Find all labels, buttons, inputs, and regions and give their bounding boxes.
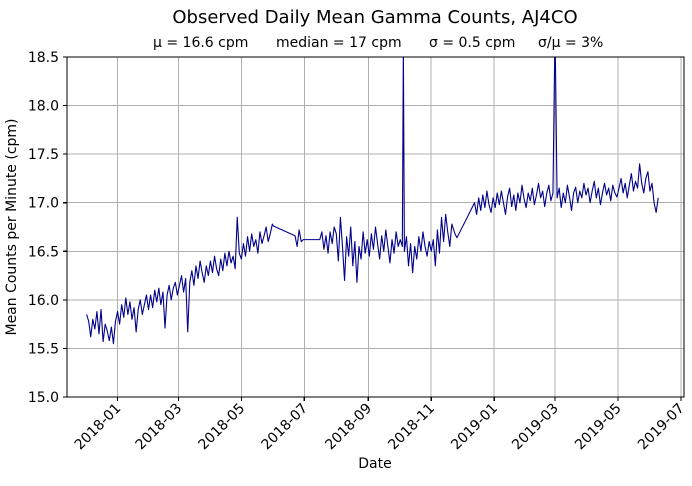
y-tick-label: 15.0	[28, 390, 59, 406]
x-tick-label: 2018-09	[322, 401, 375, 454]
stat-sigma: σ = 0.5 cpm	[429, 35, 515, 51]
x-tick-label: 2019-07	[635, 401, 688, 454]
y-tick-label: 16.5	[28, 244, 59, 260]
stat-sigma-over-mu: σ/μ = 3%	[538, 35, 603, 51]
x-tick-label: 2019-05	[572, 401, 625, 454]
y-tick-label: 18.5	[28, 50, 59, 66]
data-line	[86, 57, 659, 345]
stat-median: median = 17 cpm	[276, 35, 402, 51]
x-tick-label: 2019-01	[448, 401, 501, 454]
x-tick-label: 2018-05	[196, 401, 249, 454]
x-axis-label: Date	[358, 456, 391, 472]
x-tick-label: 2018-07	[258, 401, 311, 454]
stat-mu: μ = 16.6 cpm	[153, 35, 248, 51]
y-tick-label: 18.0	[28, 99, 59, 115]
x-tick-label: 2019-03	[509, 401, 562, 454]
x-tick-label: 2018-03	[133, 401, 186, 454]
x-tick-label: 2018-01	[72, 401, 125, 454]
y-tick-label: 16.0	[28, 293, 59, 309]
chart-title: Observed Daily Mean Gamma Counts, AJ4CO	[172, 7, 577, 28]
y-tick-label: 17.0	[28, 196, 59, 212]
stats-line: μ = 16.6 cpm median = 17 cpm σ = 0.5 cpm…	[153, 35, 603, 51]
y-tick-label: 15.5	[28, 341, 59, 357]
y-tick-label: 17.5	[28, 147, 59, 163]
plot-frame	[66, 56, 685, 398]
y-axis-label: Mean Counts per Minute (cpm)	[4, 118, 20, 335]
x-tick-label: 2018-11	[385, 401, 438, 454]
